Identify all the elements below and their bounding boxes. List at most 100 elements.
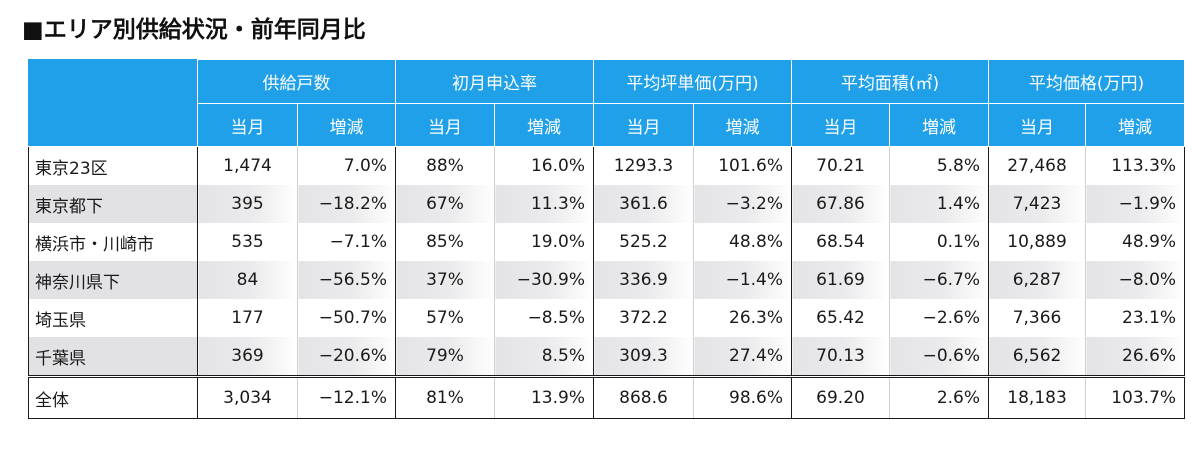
cell-value: 81% bbox=[395, 375, 495, 419]
table-row: 千葉県 369 −20.6% 79% 8.5% 309.3 27.4% 70.1… bbox=[28, 337, 1186, 377]
cell-value: 1,474 bbox=[197, 146, 298, 185]
cell-value: 18,183 bbox=[988, 375, 1087, 419]
region-label: 埼玉県 bbox=[28, 299, 198, 337]
cell-value: 27,468 bbox=[988, 146, 1087, 185]
cell-value: −20.6% bbox=[297, 337, 396, 377]
cell-value: 27.4% bbox=[693, 337, 793, 377]
cell-value: 79% bbox=[395, 337, 495, 377]
cell-value: 868.6 bbox=[593, 375, 694, 419]
table-row: 神奈川県下 84 −56.5% 37% −30.9% 336.9 −1.4% 6… bbox=[28, 261, 1186, 299]
region-label: 東京23区 bbox=[28, 146, 198, 185]
cell-value: 70.21 bbox=[791, 146, 891, 185]
cell-value: −3.2% bbox=[693, 185, 793, 223]
header-avg-price: 平均価格(万円) bbox=[988, 59, 1186, 104]
cell-value: 37% bbox=[395, 261, 495, 299]
cell-value: 395 bbox=[197, 185, 298, 223]
region-label: 神奈川県下 bbox=[28, 261, 198, 299]
cell-value: −6.7% bbox=[889, 261, 990, 299]
cell-value: −8.5% bbox=[494, 299, 594, 337]
page-title: ■エリア別供給状況・前年同月比 bbox=[22, 17, 366, 43]
cell-value: −0.6% bbox=[889, 337, 990, 377]
cell-value: 372.2 bbox=[593, 299, 694, 337]
cell-value: −30.9% bbox=[494, 261, 594, 299]
cell-value: −2.6% bbox=[889, 299, 990, 337]
cell-value: 361.6 bbox=[593, 185, 694, 223]
cell-value: 3,034 bbox=[197, 375, 298, 419]
region-label: 横浜市・川崎市 bbox=[28, 223, 198, 261]
cell-value: 16.0% bbox=[494, 146, 594, 185]
table-row: 横浜市・川崎市 535 −7.1% 85% 19.0% 525.2 48.8% … bbox=[28, 223, 1186, 261]
header-sub-row: 当月 増減 当月 増減 当月 増減 当月 増減 当月 増減 bbox=[29, 103, 1186, 147]
cell-value: 6,562 bbox=[988, 337, 1087, 377]
cell-value: 113.3% bbox=[1085, 146, 1186, 185]
cell-value: 2.6% bbox=[889, 375, 990, 419]
header-change: 増減 bbox=[692, 103, 793, 147]
cell-value: −1.4% bbox=[693, 261, 793, 299]
cell-value: 67.86 bbox=[791, 185, 891, 223]
table-row: 東京都下 395 −18.2% 67% 11.3% 361.6 −3.2% 67… bbox=[28, 185, 1186, 223]
header-change: 増減 bbox=[297, 103, 396, 147]
cell-value: 369 bbox=[197, 337, 298, 377]
cell-value: 88% bbox=[395, 146, 495, 185]
cell-value: 70.13 bbox=[791, 337, 891, 377]
cell-value: 101.6% bbox=[693, 146, 793, 185]
cell-value: 7,366 bbox=[988, 299, 1087, 337]
cell-value: −50.7% bbox=[297, 299, 396, 337]
cell-value: 85% bbox=[395, 223, 495, 261]
header-current-month: 当月 bbox=[791, 103, 891, 147]
cell-value: 7,423 bbox=[988, 185, 1087, 223]
table-row: 埼玉県 177 −50.7% 57% −8.5% 372.2 26.3% 65.… bbox=[28, 299, 1186, 337]
area-supply-table: 供給戸数 初月申込率 平均坪単価(万円) 平均面積(㎡) 平均価格(万円) 当月… bbox=[28, 59, 1186, 419]
cell-value: 19.0% bbox=[494, 223, 594, 261]
cell-value: 61.69 bbox=[791, 261, 891, 299]
cell-value: 309.3 bbox=[593, 337, 694, 377]
cell-value: 10,889 bbox=[988, 223, 1087, 261]
header-corner bbox=[28, 59, 198, 147]
cell-value: 525.2 bbox=[593, 223, 694, 261]
header-current-month: 当月 bbox=[988, 103, 1087, 147]
header-supply-units: 供給戸数 bbox=[197, 59, 396, 104]
header-change: 増減 bbox=[889, 103, 990, 147]
cell-value: 26.3% bbox=[693, 299, 793, 337]
cell-value: 65.42 bbox=[791, 299, 891, 337]
cell-value: 6,287 bbox=[988, 261, 1087, 299]
cell-value: 13.9% bbox=[494, 375, 594, 419]
region-label: 全体 bbox=[28, 375, 198, 419]
cell-value: 103.7% bbox=[1085, 375, 1186, 419]
cell-value: −8.0% bbox=[1085, 261, 1186, 299]
header-initial-application-rate: 初月申込率 bbox=[395, 59, 594, 104]
cell-value: 57% bbox=[395, 299, 495, 337]
header-current-month: 当月 bbox=[593, 103, 694, 147]
cell-value: 67% bbox=[395, 185, 495, 223]
cell-value: −18.2% bbox=[297, 185, 396, 223]
region-label: 千葉県 bbox=[28, 337, 198, 377]
cell-value: 535 bbox=[197, 223, 298, 261]
total-row: 全体 3,034 −12.1% 81% 13.9% 868.6 98.6% 69… bbox=[28, 375, 1186, 419]
cell-value: −1.9% bbox=[1085, 185, 1186, 223]
cell-value: −56.5% bbox=[297, 261, 396, 299]
cell-value: 1293.3 bbox=[593, 146, 694, 185]
cell-value: 177 bbox=[197, 299, 298, 337]
cell-value: 84 bbox=[197, 261, 298, 299]
cell-value: 7.0% bbox=[297, 146, 396, 185]
table-row: 東京23区 1,474 7.0% 88% 16.0% 1293.3 101.6%… bbox=[28, 146, 1186, 185]
header-avg-area: 平均面積(㎡) bbox=[791, 59, 990, 104]
header-avg-tsubo-price: 平均坪単価(万円) bbox=[592, 59, 793, 104]
cell-value: 69.20 bbox=[791, 375, 891, 419]
cell-value: 336.9 bbox=[593, 261, 694, 299]
cell-value: 26.6% bbox=[1085, 337, 1186, 377]
header-group-row: 供給戸数 初月申込率 平均坪単価(万円) 平均面積(㎡) 平均価格(万円) bbox=[28, 59, 1186, 147]
header-change: 増減 bbox=[1085, 103, 1186, 147]
cell-value: 48.8% bbox=[693, 223, 793, 261]
cell-value: 98.6% bbox=[693, 375, 793, 419]
cell-value: 0.1% bbox=[889, 223, 990, 261]
header-current-month: 当月 bbox=[197, 103, 298, 147]
cell-value: 11.3% bbox=[494, 185, 594, 223]
region-label: 東京都下 bbox=[28, 185, 198, 223]
cell-value: 23.1% bbox=[1085, 299, 1186, 337]
cell-value: 48.9% bbox=[1085, 223, 1186, 261]
cell-value: 5.8% bbox=[889, 146, 990, 185]
cell-value: 1.4% bbox=[889, 185, 990, 223]
cell-value: 8.5% bbox=[494, 337, 594, 377]
cell-value: 68.54 bbox=[791, 223, 891, 261]
